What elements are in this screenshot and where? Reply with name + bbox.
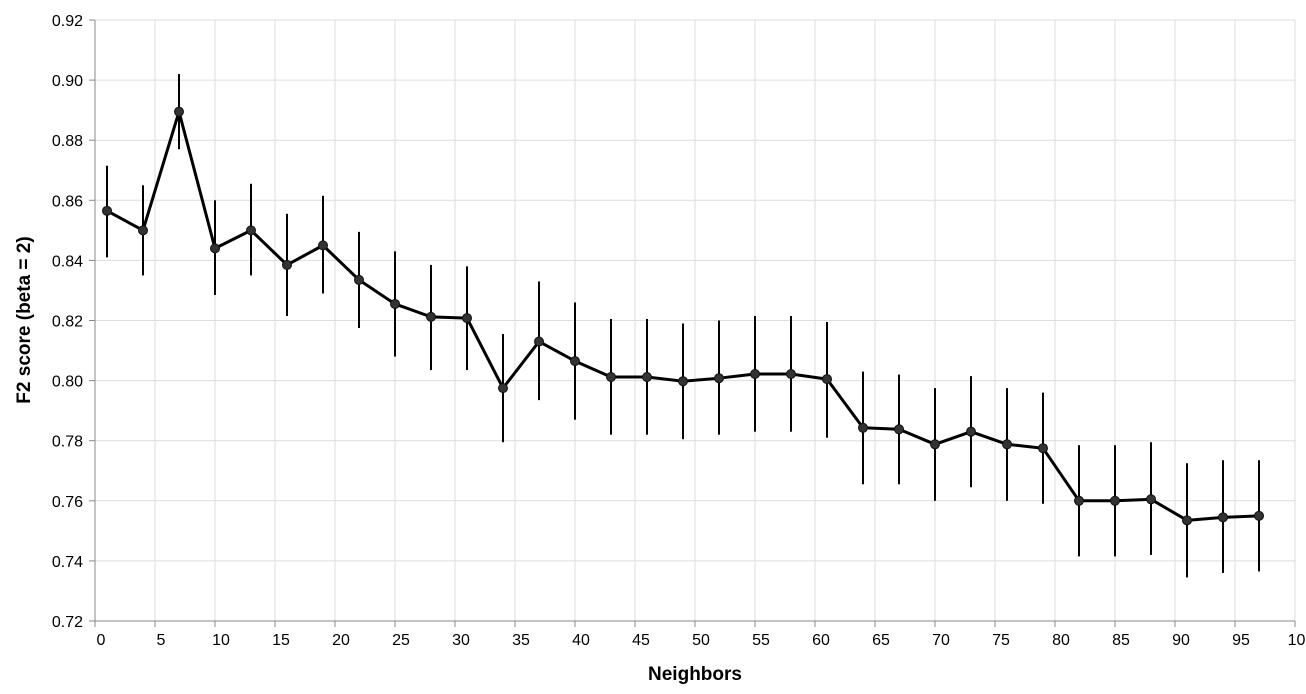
data-point xyxy=(570,356,580,367)
data-point xyxy=(354,274,364,285)
x-tick-label: 35 xyxy=(512,632,530,649)
data-point xyxy=(1002,439,1012,450)
axes: 0 5 10 15 20 25 30 35 40 45 50 55 60 65 70 75 80 85 90 95 10… xyxy=(52,13,1306,649)
data-point xyxy=(426,311,436,322)
data-point xyxy=(102,205,112,216)
y-tick-label: 0.82 xyxy=(52,314,83,331)
x-tick-label: 40 xyxy=(572,632,590,649)
data-point xyxy=(390,298,400,309)
data-point xyxy=(714,373,724,384)
series-line-layer xyxy=(105,110,1261,522)
y-axis-title: F2 score (beta = 2) xyxy=(14,236,35,403)
data-point xyxy=(1110,495,1120,506)
x-tick-label: 0 xyxy=(97,632,106,649)
data-point xyxy=(462,313,472,324)
y-tick-label: 0.90 xyxy=(52,73,83,90)
data-point xyxy=(930,439,940,450)
data-point xyxy=(534,336,544,347)
x-tick-label: 30 xyxy=(452,632,470,649)
data-point xyxy=(750,368,760,379)
x-tick-label: 10 xyxy=(212,632,230,649)
x-tick-label: 5 xyxy=(157,632,166,649)
data-point xyxy=(678,376,688,387)
x-tick-label: 25 xyxy=(392,632,410,649)
y-tick-label: 0.72 xyxy=(52,614,83,631)
series-line xyxy=(105,110,1261,522)
x-tick-label: 50 xyxy=(692,632,710,649)
y-tick-label: 0.80 xyxy=(52,374,83,391)
y-tick-label: 0.78 xyxy=(52,434,83,451)
x-tick-label: 45 xyxy=(632,632,650,649)
y-tick-label: 0.74 xyxy=(52,554,83,571)
data-point xyxy=(246,225,256,236)
data-point xyxy=(498,383,508,394)
data-point xyxy=(1254,510,1264,521)
data-point xyxy=(606,371,616,382)
x-tick-label: 70 xyxy=(932,632,950,649)
data-point xyxy=(966,426,976,437)
x-tick-label: 20 xyxy=(332,632,350,649)
data-point xyxy=(894,424,904,435)
data-point xyxy=(858,422,868,433)
data-point xyxy=(1218,512,1228,523)
y-tick-label: 0.84 xyxy=(52,253,83,270)
x-tick-label: 80 xyxy=(1052,632,1070,649)
data-point xyxy=(642,371,652,382)
x-tick-label: 65 xyxy=(872,632,890,649)
data-point xyxy=(1146,494,1156,505)
data-point xyxy=(210,243,220,254)
data-point xyxy=(1038,443,1048,454)
y-tick-label: 0.86 xyxy=(52,193,83,210)
data-point xyxy=(786,368,796,379)
x-tick-label: 90 xyxy=(1172,632,1190,649)
x-tick-label: 85 xyxy=(1112,632,1130,649)
data-point xyxy=(138,225,148,236)
y-tick-label: 0.88 xyxy=(52,133,83,150)
x-tick-label: 60 xyxy=(812,632,830,649)
data-point xyxy=(1182,515,1192,526)
x-tick-label: 100 xyxy=(1288,632,1306,649)
x-tick-label: 95 xyxy=(1232,632,1250,649)
data-point xyxy=(822,374,832,385)
x-tick-label: 75 xyxy=(992,632,1010,649)
data-point xyxy=(282,259,292,270)
data-points xyxy=(102,106,1264,526)
x-tick-label: 15 xyxy=(272,632,290,649)
data-point xyxy=(318,240,328,251)
x-axis-title: Neighbors xyxy=(648,664,742,685)
y-tick-label: 0.92 xyxy=(52,13,83,30)
x-tick-label: 55 xyxy=(752,632,770,649)
data-point xyxy=(174,106,184,117)
data-point xyxy=(1074,495,1084,506)
y-tick-label: 0.76 xyxy=(52,494,83,511)
